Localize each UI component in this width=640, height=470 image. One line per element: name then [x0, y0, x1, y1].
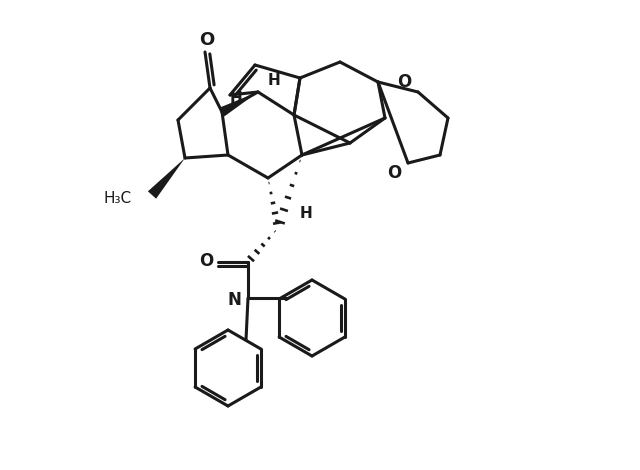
Polygon shape — [148, 158, 185, 199]
Text: O: O — [200, 31, 214, 49]
Text: H₃C: H₃C — [104, 190, 132, 205]
Text: N: N — [227, 291, 241, 309]
Text: H: H — [300, 205, 312, 220]
Text: H: H — [268, 72, 280, 87]
Text: O: O — [199, 252, 213, 270]
Polygon shape — [220, 92, 258, 117]
Text: O: O — [387, 164, 401, 182]
Text: O: O — [397, 73, 411, 91]
Text: H: H — [230, 91, 243, 105]
